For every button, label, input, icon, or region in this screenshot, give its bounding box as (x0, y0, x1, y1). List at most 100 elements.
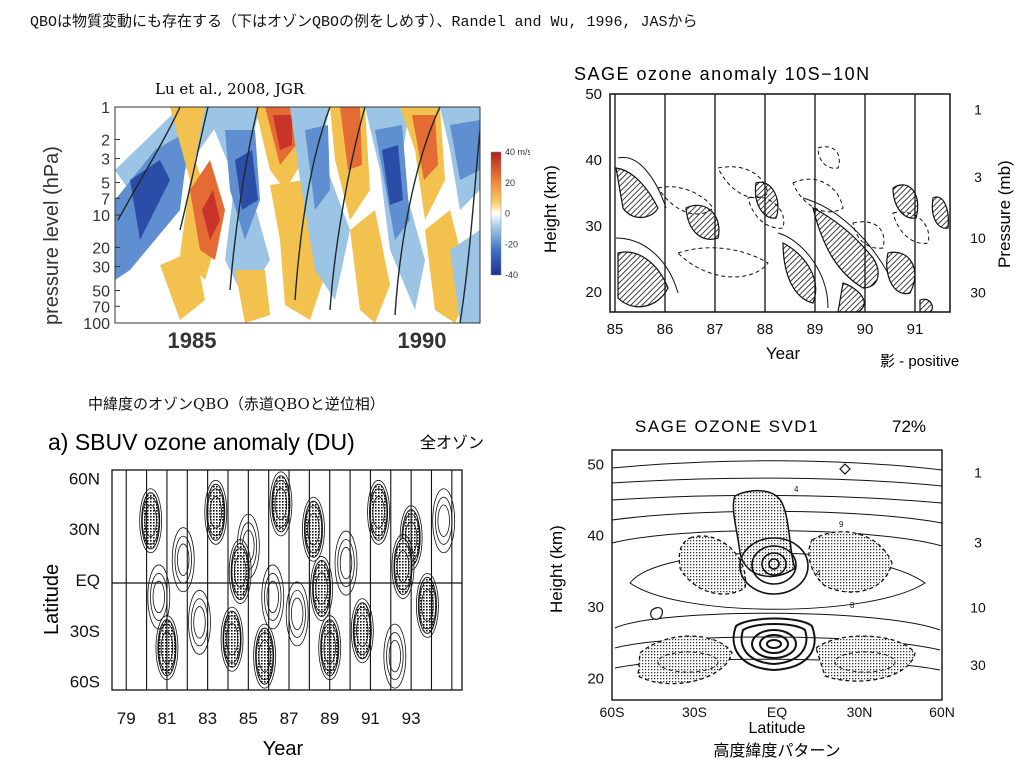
colorbar-tick: 40 m/s (505, 147, 530, 157)
sbuv-contour (356, 614, 369, 647)
svd-xlabel: Latitude (749, 720, 806, 737)
sbuv-anomaly-blob (271, 475, 291, 533)
sbuv-contour (386, 632, 404, 681)
svd-ytick: 40 (587, 528, 604, 545)
sbuv-contour (144, 504, 157, 537)
svd-ytick: 30 (587, 599, 604, 616)
wind-qbo-ytick: 2 (101, 133, 110, 150)
sbuv-contour (255, 632, 274, 681)
wind-qbo-colorbar (490, 151, 502, 276)
sbuv-contour (209, 496, 222, 529)
svd-y2tick: 10 (970, 600, 986, 616)
sbuv-xtick: 85 (239, 709, 258, 728)
wind-qbo-ytick: 7 (101, 191, 110, 208)
svd-xtick: 60N (929, 704, 955, 720)
sbuv-ytick: 60S (70, 673, 100, 692)
wind-qbo-ytick: 10 (92, 208, 110, 225)
svd-y2tick: 1 (974, 465, 982, 481)
sbuv-contour (418, 581, 437, 630)
sbuv-contour (171, 527, 195, 593)
sbuv-contour (315, 572, 328, 605)
sbuv-anomaly-blob (369, 483, 389, 541)
wind-qbo-xtick: 1990 (398, 328, 447, 353)
sage-anomaly-y2tick: 1 (974, 101, 982, 117)
wind-qbo-ytick: 30 (92, 260, 110, 277)
sage-anomaly-xtick: 85 (607, 321, 624, 338)
sbuv-contour (193, 606, 206, 639)
svd-ytick: 50 (587, 456, 604, 473)
sage-anomaly-ytick: 50 (585, 86, 602, 103)
sbuv-xtick: 87 (280, 709, 299, 728)
sage-anomaly-y2tick: 30 (970, 284, 986, 300)
colorbar-tick: -40 (505, 270, 518, 280)
sage-anomaly-note: 影 - positive (880, 353, 959, 370)
sbuv-anomaly-blob (255, 627, 275, 685)
wind-qbo-ytick: 1 (101, 100, 110, 117)
svd-y2tick: 3 (974, 535, 982, 551)
sbuv-contour (396, 550, 410, 583)
svd-xtick: EQ (767, 704, 787, 720)
sbuv-caption: 中緯度のオゾンQBO（赤道QBOと逆位相） (88, 395, 385, 413)
sbuv-contour (234, 555, 247, 588)
sbuv-contour (304, 505, 323, 554)
sage-anomaly-xtick: 90 (857, 321, 874, 338)
svd-contour-label: 9 (839, 520, 844, 529)
sage-anomaly-panel: SAGE ozone anomaly 10S−10N Height (km) P… (541, 64, 1014, 370)
svd-variance: 72% (892, 417, 926, 436)
sbuv-contour (383, 623, 407, 689)
colorbar-tick: 0 (505, 209, 510, 219)
svd-xtick: 60S (600, 704, 625, 720)
slide-title: QBOは物質変動にも存在する（下はオゾンQBOの例をしめす）、Randel an… (30, 14, 698, 31)
svd-y2tick: 30 (970, 657, 986, 673)
sage-anomaly-ytick: 30 (585, 218, 602, 235)
colorbar-tick: -20 (505, 239, 518, 249)
svd-contour-label: 4 (816, 569, 821, 578)
sbuv-contour (432, 488, 456, 554)
sbuv-anomaly-blob (222, 610, 242, 668)
sbuv-anomaly-blob (206, 483, 226, 541)
sage-anomaly-y2tick: 10 (970, 230, 986, 246)
sage-anomaly-xtick: 86 (657, 321, 674, 338)
sbuv-contour (307, 513, 320, 546)
sbuv-xtick: 81 (157, 709, 176, 728)
sbuv-contour (285, 581, 309, 647)
wind-qbo-xtick: 1985 (168, 328, 217, 353)
wind-qbo-ytick: 5 (101, 175, 110, 192)
sbuv-contour (261, 564, 285, 630)
svd-caption: 高度緯度パターン (713, 742, 840, 760)
sage-anomaly-xtick: 91 (907, 321, 924, 338)
sbuv-ytick: EQ (75, 571, 100, 590)
sbuv-contour (437, 504, 450, 537)
sbuv-contour (339, 546, 353, 580)
sage-anomaly-xtick: 88 (757, 321, 774, 338)
sbuv-anomaly-blob (393, 537, 413, 595)
sbuv-xtick: 89 (320, 709, 339, 728)
sbuv-contour (367, 479, 390, 545)
sbuv-contour (310, 556, 333, 621)
sbuv-contour (152, 580, 165, 614)
sage-anomaly-xtick: 89 (807, 321, 824, 338)
wind-qbo-ytick: 20 (92, 241, 110, 258)
sage-anomaly-ytick: 20 (585, 284, 602, 301)
sage-anomaly-ytick: 40 (585, 152, 602, 169)
sage-anomaly-ylabel: Height (km) (541, 165, 560, 253)
sbuv-title-suffix: 全オゾン (420, 434, 484, 452)
svd-field (612, 460, 942, 685)
sbuv-title: a) SBUV ozone anomaly (DU) (48, 429, 355, 455)
sbuv-xtick: 93 (402, 709, 421, 728)
sage-anomaly-y2tick: 3 (974, 169, 982, 185)
sbuv-contour (223, 615, 241, 664)
wind-qbo-field (115, 107, 480, 323)
sbuv-contour (225, 623, 239, 656)
sbuv-contour (334, 530, 358, 596)
sbuv-contour (269, 471, 293, 537)
svd-xtick: 30S (682, 704, 707, 720)
sbuv-contour (258, 639, 271, 673)
sbuv-contour (350, 598, 374, 664)
sbuv-contour (421, 589, 434, 622)
wind-qbo-ytick: 100 (83, 316, 110, 333)
sage-anomaly-field (615, 146, 949, 312)
sbuv-contour (264, 572, 282, 621)
sbuv-ylabel: Latitude (41, 564, 63, 635)
sbuv-ytick: 60N (69, 469, 100, 488)
